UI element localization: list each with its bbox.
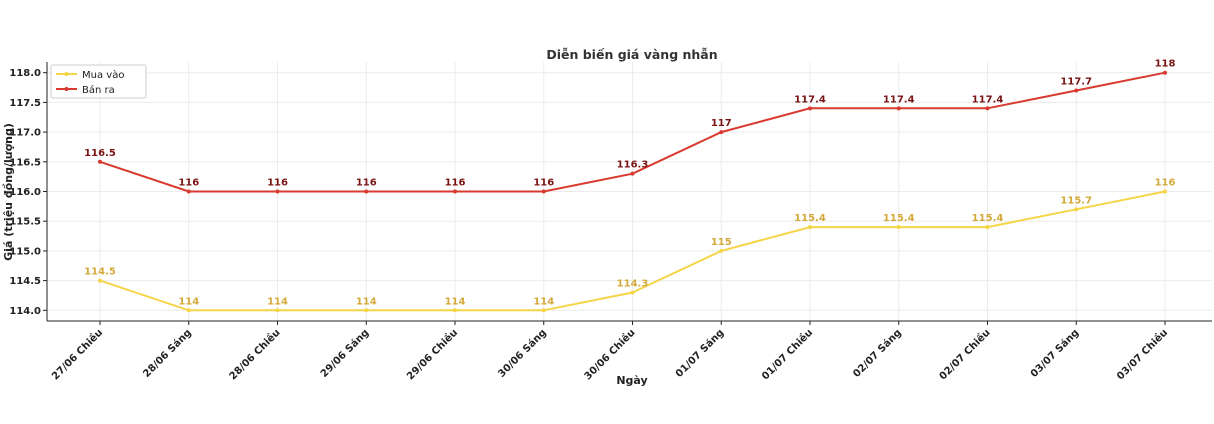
data-point-mua-vao xyxy=(364,308,369,313)
data-point-ban-ra xyxy=(896,106,901,111)
data-label-mua-vao: 115 xyxy=(711,237,732,248)
y-tick-label: 115.0 xyxy=(9,246,41,257)
data-point-mua-vao xyxy=(541,308,546,313)
x-tick-label: 01/07 Chiều xyxy=(759,326,815,382)
data-point-mua-vao xyxy=(896,225,901,230)
data-point-mua-vao xyxy=(186,308,191,313)
data-label-ban-ra: 117.4 xyxy=(972,94,1004,105)
y-tick-label: 117.5 xyxy=(9,98,41,109)
y-tick-label: 118.0 xyxy=(9,68,41,79)
data-label-ban-ra: 116 xyxy=(356,178,377,189)
data-label-mua-vao: 116 xyxy=(1155,178,1176,189)
data-label-mua-vao: 114.5 xyxy=(84,267,116,278)
data-label-mua-vao: 114 xyxy=(267,296,288,307)
legend-marker-ban-ra xyxy=(64,87,69,91)
x-axis-title: Ngày xyxy=(616,374,647,387)
series-layer xyxy=(98,70,1167,313)
data-label-ban-ra: 117 xyxy=(711,118,732,129)
y-tick-label: 116.5 xyxy=(9,157,41,168)
data-point-ban-ra xyxy=(364,189,369,194)
x-tick-label: 29/06 Sáng xyxy=(318,327,371,380)
data-label-mua-vao: 115.4 xyxy=(883,213,915,224)
x-tick-label: 29/06 Chiều xyxy=(404,326,460,382)
data-labels: 114.5 114 114 114 114 114 114.3 115 115.4 115.4 11… xyxy=(84,59,1175,308)
data-label-mua-vao: 114 xyxy=(445,296,466,307)
data-point-ban-ra xyxy=(275,189,280,194)
data-point-mua-vao xyxy=(453,308,457,313)
y-tick-label: 114.5 xyxy=(9,276,41,287)
data-label-ban-ra: 116.5 xyxy=(84,148,116,159)
y-tick-label: 116.0 xyxy=(9,187,41,198)
data-label-ban-ra: 117.7 xyxy=(1060,77,1092,88)
legend-label-ban-ra: Bán ra xyxy=(82,84,115,96)
data-label-ban-ra: 117.4 xyxy=(794,94,826,105)
data-point-mua-vao xyxy=(275,308,280,313)
chart-title: Diễn biến giá vàng nhẫn xyxy=(546,47,717,62)
data-label-mua-vao: 115.4 xyxy=(972,213,1004,224)
data-point-ban-ra xyxy=(541,189,546,194)
data-point-ban-ra xyxy=(719,130,724,135)
y-tick-label: 115.5 xyxy=(9,217,41,228)
x-tick-label: 28/06 Sáng xyxy=(141,327,194,380)
data-label-ban-ra: 116 xyxy=(178,178,199,189)
data-point-ban-ra xyxy=(1074,88,1079,93)
data-label-ban-ra: 116 xyxy=(445,178,466,189)
x-tick-label: 03/07 Sáng xyxy=(1028,327,1081,380)
y-axis-ticks: 114.0 114.5 115.0 115.5 116.0 116.5 117.0 117.5… xyxy=(9,68,47,317)
data-point-mua-vao xyxy=(985,225,990,230)
data-point-ban-ra xyxy=(985,106,990,111)
x-tick-label: 03/07 Chiều xyxy=(1114,326,1170,382)
data-point-ban-ra xyxy=(186,189,191,194)
legend-label-mua-vao: Mua vào xyxy=(82,69,124,81)
data-point-ban-ra xyxy=(453,189,457,194)
data-label-mua-vao: 114 xyxy=(178,296,199,307)
y-tick-label: 114.0 xyxy=(9,306,41,317)
data-point-mua-vao xyxy=(719,248,724,253)
data-point-ban-ra xyxy=(808,106,812,111)
x-tick-label: 28/06 Chiều xyxy=(226,326,282,382)
data-label-ban-ra: 118 xyxy=(1155,59,1176,70)
data-label-ban-ra: 116 xyxy=(267,178,288,189)
data-point-mua-vao xyxy=(1074,207,1079,212)
data-label-ban-ra: 116.3 xyxy=(617,160,649,171)
data-label-mua-vao: 114 xyxy=(356,296,377,307)
x-axis-ticks: 27/06 Chiều 28/06 Sáng 28/06 Chiều 29/06 Sá… xyxy=(49,321,1170,382)
data-label-mua-vao: 114 xyxy=(533,296,554,307)
data-point-mua-vao xyxy=(630,290,635,295)
data-label-mua-vao: 115.4 xyxy=(794,213,826,224)
data-label-ban-ra: 117.4 xyxy=(883,94,915,105)
data-point-ban-ra xyxy=(1163,70,1167,75)
data-point-ban-ra xyxy=(630,171,635,176)
x-tick-label: 30/06 Sáng xyxy=(496,327,549,380)
y-tick-label: 117.0 xyxy=(9,128,41,139)
x-tick-label: 27/06 Chiều xyxy=(49,326,105,382)
x-tick-label: 02/07 Chiều xyxy=(936,326,992,382)
legend: Mua vào Bán ra xyxy=(50,64,147,99)
data-point-mua-vao xyxy=(98,278,102,283)
x-tick-label: 02/07 Sáng xyxy=(851,327,904,380)
data-label-mua-vao: 114.3 xyxy=(617,278,649,289)
data-point-mua-vao xyxy=(1163,189,1167,194)
data-label-mua-vao: 115.7 xyxy=(1060,195,1092,206)
data-label-ban-ra: 116 xyxy=(533,178,554,189)
legend-marker-mua-vao xyxy=(64,72,69,76)
data-point-mua-vao xyxy=(808,225,812,230)
x-tick-label: 01/07 Sáng xyxy=(673,327,726,380)
y-axis-title: Giá (triệu đồng/lượng) xyxy=(2,123,15,261)
data-point-ban-ra xyxy=(98,159,102,164)
